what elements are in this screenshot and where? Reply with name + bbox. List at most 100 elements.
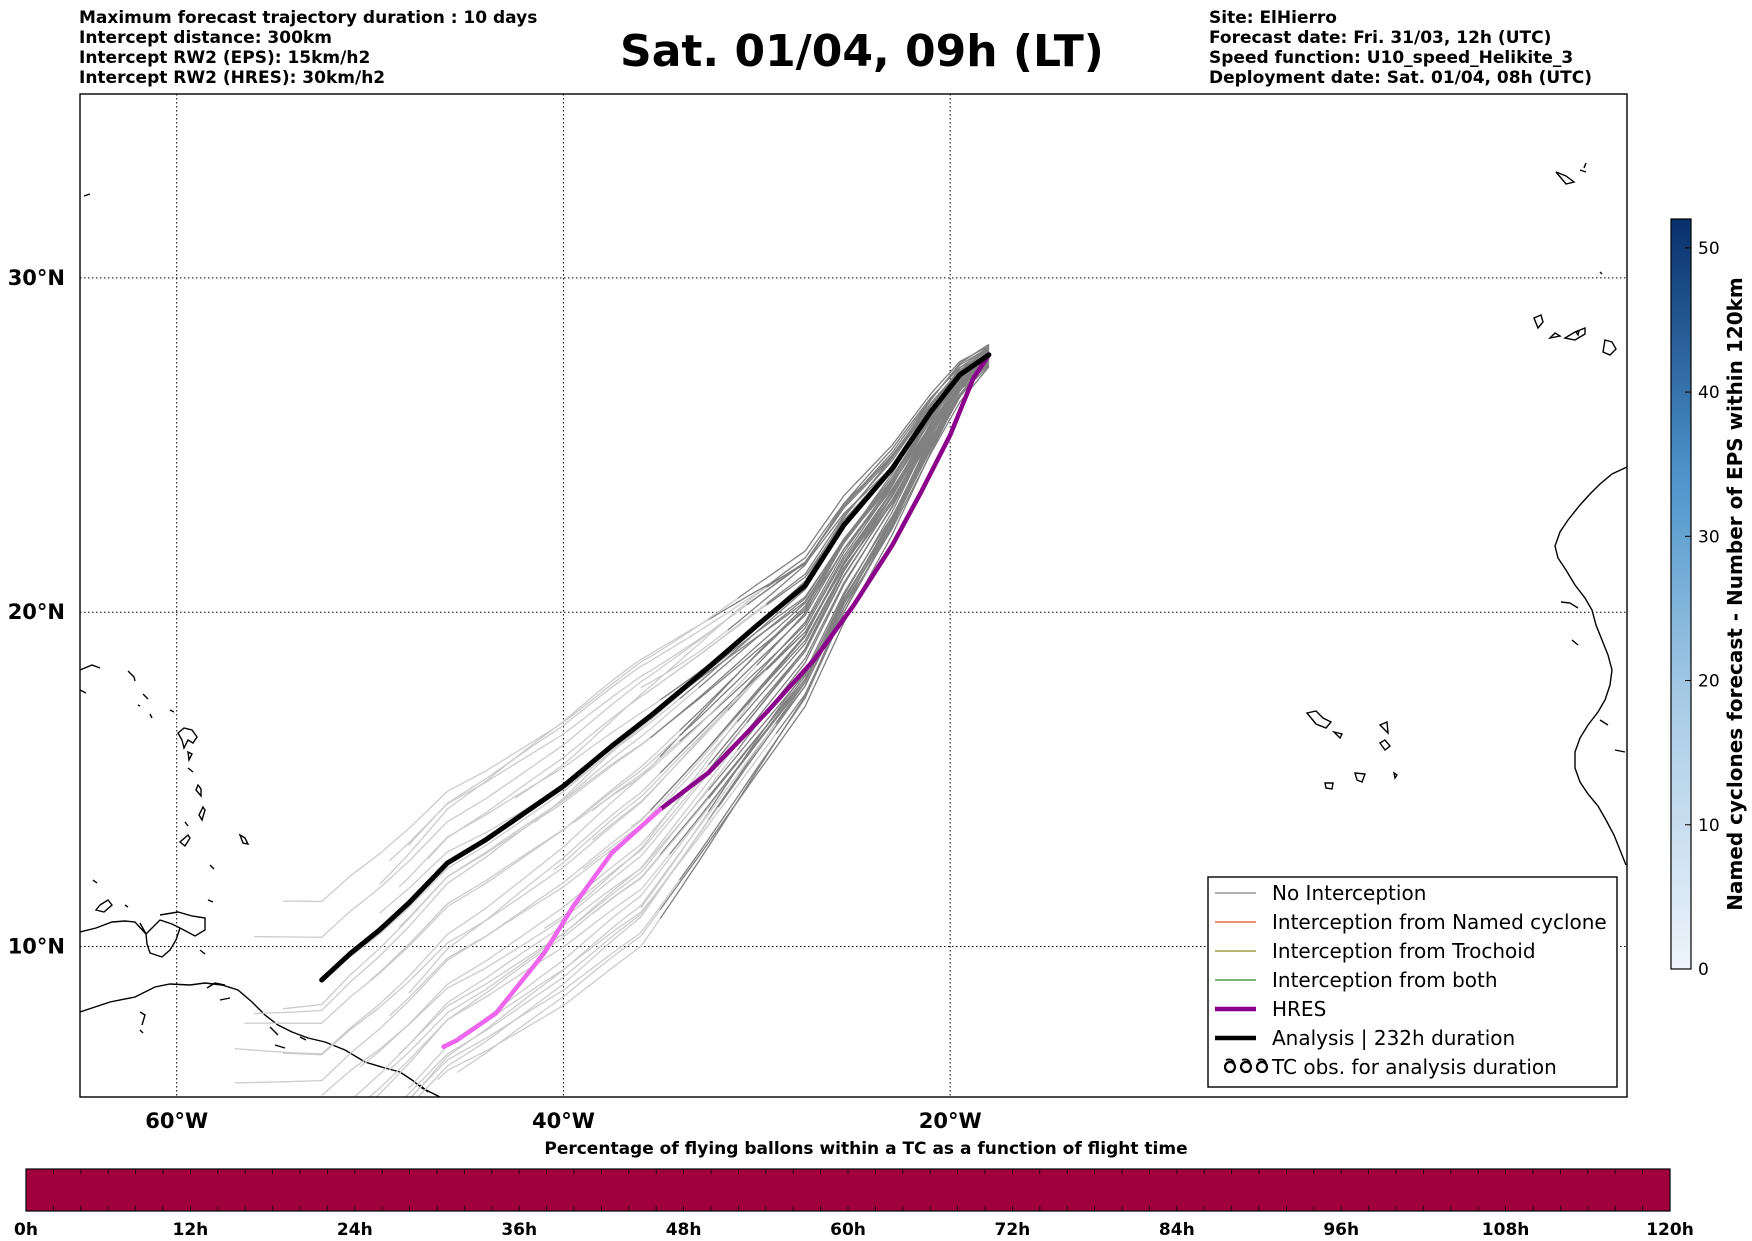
deployment-date-text: Deployment date: Sat. 01/04, 08h (UTC) xyxy=(1209,68,1593,88)
pct-tick-label: 60h xyxy=(830,1220,866,1240)
ensemble-trajectory xyxy=(737,345,990,600)
small-islands xyxy=(83,193,1603,1034)
legend-label: No Interception xyxy=(1272,881,1426,905)
ensemble-trajectory xyxy=(708,364,990,621)
orinoco-delta xyxy=(269,1026,429,1093)
legend: No Interception Interception from Named c… xyxy=(1207,876,1618,1088)
ensemble-trajectory xyxy=(766,353,990,588)
intercept-distance-text: Intercept distance: 300km xyxy=(79,28,332,48)
tc-symbol-icon xyxy=(1255,1060,1269,1074)
colorbar: 0 10 20 30 40 50 Named cyclones forecast - Nu… xyxy=(1670,218,1747,980)
ensemble-trajectory-late xyxy=(591,798,710,915)
intercept-eps-text: Intercept RW2 (EPS): 15km/h2 xyxy=(79,48,371,68)
ensemble-trajectory-late xyxy=(553,669,767,871)
pct-tick-label: 96h xyxy=(1323,1220,1359,1240)
ensemble-trajectory-late xyxy=(408,586,767,846)
pct-tick-label: 84h xyxy=(1159,1220,1195,1240)
tc-symbol-tail-icon xyxy=(1241,1058,1251,1064)
legend-label: HRES xyxy=(1272,997,1326,1021)
tc-symbol-icon xyxy=(1223,1060,1237,1074)
percentage-bar-ticks: 0h 12h 24h 36h 48h 60h 72h 84h 96h 108h 120h xyxy=(14,1220,1694,1240)
madeira-islands xyxy=(1555,162,1587,185)
ensemble-trajectory-late xyxy=(398,749,739,1055)
lat-tick-label: 10°N xyxy=(8,935,65,959)
forecast-date-text: Forecast date: Fri. 31/03, 12h (UTC) xyxy=(1209,28,1552,48)
canary-islands xyxy=(1533,314,1617,356)
ensemble-trajectory xyxy=(746,347,990,606)
ensemble-trajectory xyxy=(659,360,990,856)
analysis-trajectory xyxy=(319,352,992,983)
speed-function-text: Speed function: U10_speed_Helikite_3 xyxy=(1209,48,1574,68)
ensemble-trajectory-late xyxy=(244,730,680,1024)
pct-tick-label: 72h xyxy=(995,1220,1031,1240)
ensemble-trajectory-late xyxy=(398,737,651,928)
ensemble-trajectory-late xyxy=(321,722,748,1096)
caribbean-coast-north xyxy=(80,920,231,1001)
percentage-bar-minor-ticks xyxy=(25,1169,1671,1211)
ensemble-trajectory-late xyxy=(282,696,738,1056)
colorbar-ticks: 0 10 20 30 40 50 xyxy=(1685,239,1720,980)
ensemble-trajectory-late xyxy=(514,593,758,799)
ensemble-trajectory-late xyxy=(350,719,651,958)
ensemble-trajectory-late xyxy=(368,853,671,1097)
colorbar-tick-label: 50 xyxy=(1698,239,1720,259)
ensemble-trajectory-late xyxy=(572,769,710,905)
ensemble-trajectory-late xyxy=(283,597,738,903)
trinidad-tobago xyxy=(139,911,206,958)
ensemble-trajectory-late xyxy=(630,603,767,705)
ensemble-trajectory-late xyxy=(630,809,651,828)
tc-symbol-tail-icon xyxy=(1257,1058,1267,1064)
lat-tick-label: 30°N xyxy=(8,266,65,290)
ensemble-trajectory-late xyxy=(410,879,681,1097)
ensemble-trajectory-late xyxy=(640,629,729,689)
header-right-info: Site: ElHierro Forecast date: Fri. 31/03… xyxy=(1209,8,1592,88)
axis-ticks: 60°W 40°W 20°W 10°N 20°N 30°N xyxy=(8,266,982,1133)
pct-tick-label: 48h xyxy=(666,1220,702,1240)
lesser-antilles xyxy=(80,664,215,913)
tc-symbol-tail-icon xyxy=(1225,1058,1235,1064)
ensemble-trajectory-late xyxy=(408,772,661,994)
ensemble-trajectory-late xyxy=(234,768,690,1084)
legend-label: Interception from both xyxy=(1272,968,1498,992)
hres-trajectory-late xyxy=(441,807,663,1050)
ensemble-trajectory-late xyxy=(456,909,661,1074)
ensemble-trajectory-late xyxy=(640,811,710,909)
ensemble-trajectory xyxy=(707,358,990,791)
ensemble-trajectory-late xyxy=(353,789,709,1097)
coast-africa xyxy=(1554,466,1627,866)
percentage-bar-title: Percentage of flying ballons within a TC… xyxy=(544,1139,1187,1159)
ensemble-trajectory-late xyxy=(253,687,700,1015)
coastlines xyxy=(80,162,1627,1097)
map-frame xyxy=(79,93,1628,1098)
ensemble-trajectory-late xyxy=(437,918,661,1081)
percentage-bar-fill xyxy=(25,1168,1671,1212)
pct-tick-label: 36h xyxy=(501,1220,537,1240)
tc-symbol-icon xyxy=(1239,1060,1253,1074)
ensemble-trajectory xyxy=(669,361,990,723)
header-left-info: Maximum forecast trajectory duration : 1… xyxy=(79,8,537,88)
hres-trajectory xyxy=(657,352,992,812)
max-duration-text: Maximum forecast trajectory duration : 1… xyxy=(79,8,538,28)
page-title: Sat. 01/04, 09h (LT) xyxy=(620,26,1104,77)
ensemble-trajectory-late xyxy=(379,619,709,885)
site-text: Site: ElHierro xyxy=(1209,8,1337,28)
ensemble-trajectory xyxy=(659,354,990,911)
colorbar-label: Named cyclones forecast - Number of EPS … xyxy=(1723,277,1747,911)
coast-south-america xyxy=(80,982,441,1097)
lon-tick-label: 60°W xyxy=(145,1109,208,1133)
pct-tick-label: 108h xyxy=(1482,1220,1530,1240)
legend-label: TC obs. for analysis duration xyxy=(1271,1055,1557,1079)
ensemble-trajectory-late xyxy=(417,819,710,1097)
legend-label: Interception from Trochoid xyxy=(1272,939,1536,963)
colorbar-tick-label: 40 xyxy=(1698,383,1720,403)
pct-tick-label: 12h xyxy=(173,1220,209,1240)
ensemble-trajectory-late xyxy=(404,806,719,1097)
ensemble-trajectory-late xyxy=(234,756,661,1055)
ensemble-trajectory-late xyxy=(369,735,680,981)
coast-west-africa-inlet xyxy=(1560,601,1626,753)
lon-tick-label: 40°W xyxy=(532,1109,595,1133)
colorbar-gradient xyxy=(1670,218,1692,970)
pct-tick-label: 24h xyxy=(337,1220,373,1240)
map-area: 60°W 40°W 20°W 10°N 20°N 30°N xyxy=(8,93,1628,1133)
colorbar-tick-label: 20 xyxy=(1698,672,1720,692)
